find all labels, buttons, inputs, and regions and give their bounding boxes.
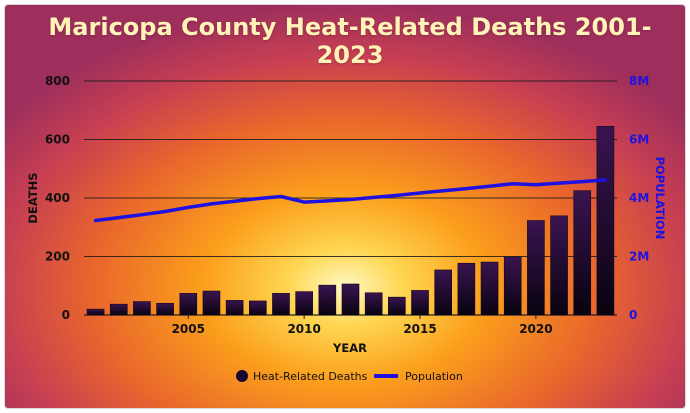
population-point-2020 [534,183,538,187]
y-tick-label-right: 0 [629,308,637,322]
y-tick-label-left: 600 [45,133,70,147]
x-axis-title: YEAR [332,341,367,355]
population-point-2001 [93,218,98,223]
population-point-2004 [163,209,167,214]
x-axis-ticks: 2005 2010 2015 2020 [172,315,553,336]
x-tick-label: 2005 [172,322,205,336]
bar-deaths-2021 [550,215,568,316]
bar-deaths-2014 [388,296,406,316]
bar-deaths-2008 [249,300,267,316]
population-point-2008 [256,196,260,201]
y-tick-label-right: 6M [629,133,649,147]
population-point-2023 [603,178,608,182]
bar-deaths-2022 [573,190,592,316]
bar-deaths-2007 [225,300,244,316]
y-tick-label-right: 2M [629,250,649,264]
y-tick-label-left: 400 [45,191,70,205]
population-point-2022 [580,180,584,184]
population-point-2016 [441,189,445,193]
population-point-2012 [348,197,353,202]
bar-deaths-2017 [457,262,476,316]
y-tick-label-right: 8M [629,74,649,88]
x-tick-label: 2015 [403,322,436,336]
bar-deaths-2002 [109,303,128,316]
bar-deaths-2019 [503,256,522,316]
bar-deaths-2020 [527,220,545,316]
y-axis-left-title: DEATHS [26,172,40,223]
bar-deaths-2006 [202,290,221,316]
y-tick-label-left: 0 [62,308,70,322]
population-point-2015 [418,191,422,195]
y-axis-right-title: POPULATION [653,157,667,240]
population-point-2002 [117,215,121,220]
bar-deaths-2010 [295,291,313,316]
bar-deaths-2003 [133,301,151,316]
population-line-group [93,178,608,223]
legend-label-deaths: Heat-Related Deaths [253,370,368,383]
bar-deaths-2004 [156,302,174,316]
y-axis-right-ticks: 0 2M 4M 6M 8M [629,74,649,322]
population-point-2005 [186,205,190,209]
x-tick-label: 2010 [287,322,320,336]
chart-title-line-2: 2023 [316,41,384,69]
y-tick-label-left: 200 [45,250,70,264]
population-point-2006 [209,202,214,206]
population-point-2019 [511,182,515,186]
chart-title: Maricopa County Heat-Related Deaths 2001… [5,13,685,69]
y-tick-label-left: 800 [45,74,70,88]
population-point-2021 [557,181,561,185]
bar-deaths-2012 [341,283,360,316]
legend: Heat-Related Deaths Population [236,370,463,383]
bar-deaths-2015 [411,290,429,316]
y-tick-label-right: 4M [629,191,649,205]
population-point-2018 [487,184,492,188]
bar-deaths-2013 [364,292,383,316]
population-point-2014 [395,193,399,197]
population-point-2017 [464,187,468,191]
population-point-2007 [233,199,237,203]
bar-deaths-2018 [480,261,499,316]
bar-deaths-2016 [434,269,452,316]
chart-title-line-1: Maricopa County Heat-Related Deaths 2001… [48,13,652,41]
deaths-bars [86,126,615,316]
chart-card: Maricopa County Heat-Related Deaths 2001… [4,4,686,409]
population-point-2003 [140,213,144,217]
bar-deaths-2005 [179,293,198,316]
bar-deaths-2001 [86,308,105,316]
population-point-2009 [279,194,283,199]
population-point-2010 [302,200,306,204]
bar-deaths-2009 [272,293,290,316]
y-axis-left-ticks: 0 200 400 600 800 [45,74,70,322]
x-tick-label: 2020 [519,322,552,336]
population-point-2011 [325,199,329,203]
legend-marker-deaths [236,370,248,382]
population-point-2013 [372,195,376,200]
bar-deaths-2011 [318,284,337,316]
legend-label-population: Population [405,370,463,383]
bar-deaths-2023 [596,126,615,316]
